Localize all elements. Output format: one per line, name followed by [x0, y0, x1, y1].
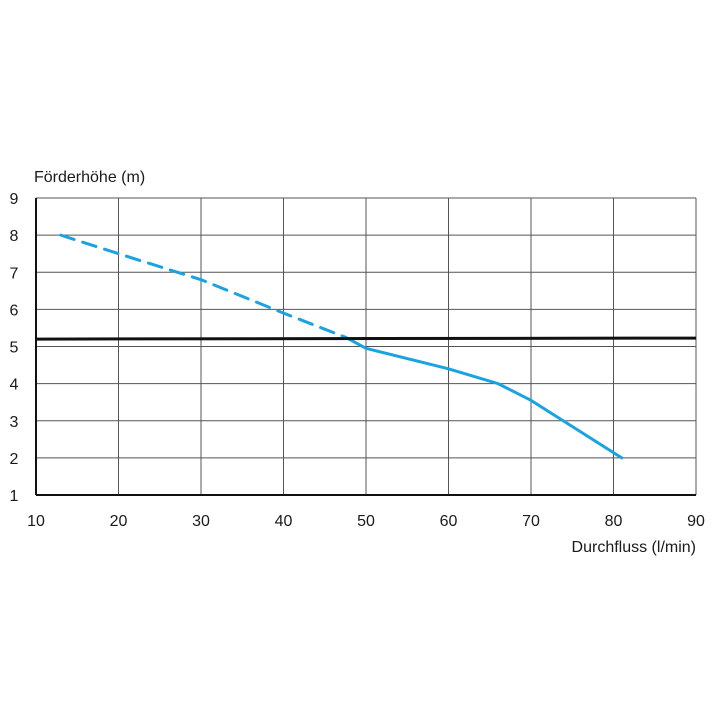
grid [36, 197, 697, 495]
x-tick-label-10: 10 [27, 513, 45, 530]
axes [35, 198, 696, 496]
x-tick-label-80: 80 [605, 513, 623, 530]
y-axis-label: Förderhöhe (m) [34, 169, 145, 186]
x-tick-label-70: 70 [522, 513, 540, 530]
y-tick-label-2: 2 [10, 451, 19, 468]
y-tick-label-3: 3 [10, 414, 19, 431]
y-tick-label-9: 9 [10, 191, 19, 208]
y-tick-label-8: 8 [10, 228, 19, 245]
series-line-dashed [59, 233, 347, 339]
x-tick-label-20: 20 [110, 513, 128, 530]
x-tick-label-40: 40 [275, 513, 293, 530]
x-tick-label-30: 30 [192, 513, 210, 530]
tick-labels: 10 20 30 40 50 60 70 80 90 1 2 3 4 5 6 7 8 9 [10, 191, 705, 530]
reference-line-0 [35, 336, 697, 341]
reference-lines [35, 336, 697, 341]
x-axis-label: Durchfluss (l/min) [572, 539, 696, 556]
y-tick-label-6: 6 [10, 302, 19, 319]
series-layer [59, 233, 624, 460]
y-tick-label-1: 1 [10, 488, 19, 505]
y-tick-label-7: 7 [10, 265, 19, 282]
x-tick-label-90: 90 [687, 513, 705, 530]
series-line-solid [343, 335, 624, 460]
y-tick-label-4: 4 [10, 377, 19, 394]
x-tick-label-60: 60 [440, 513, 458, 530]
x-tick-label-50: 50 [357, 513, 375, 530]
y-tick-label-5: 5 [10, 340, 19, 357]
